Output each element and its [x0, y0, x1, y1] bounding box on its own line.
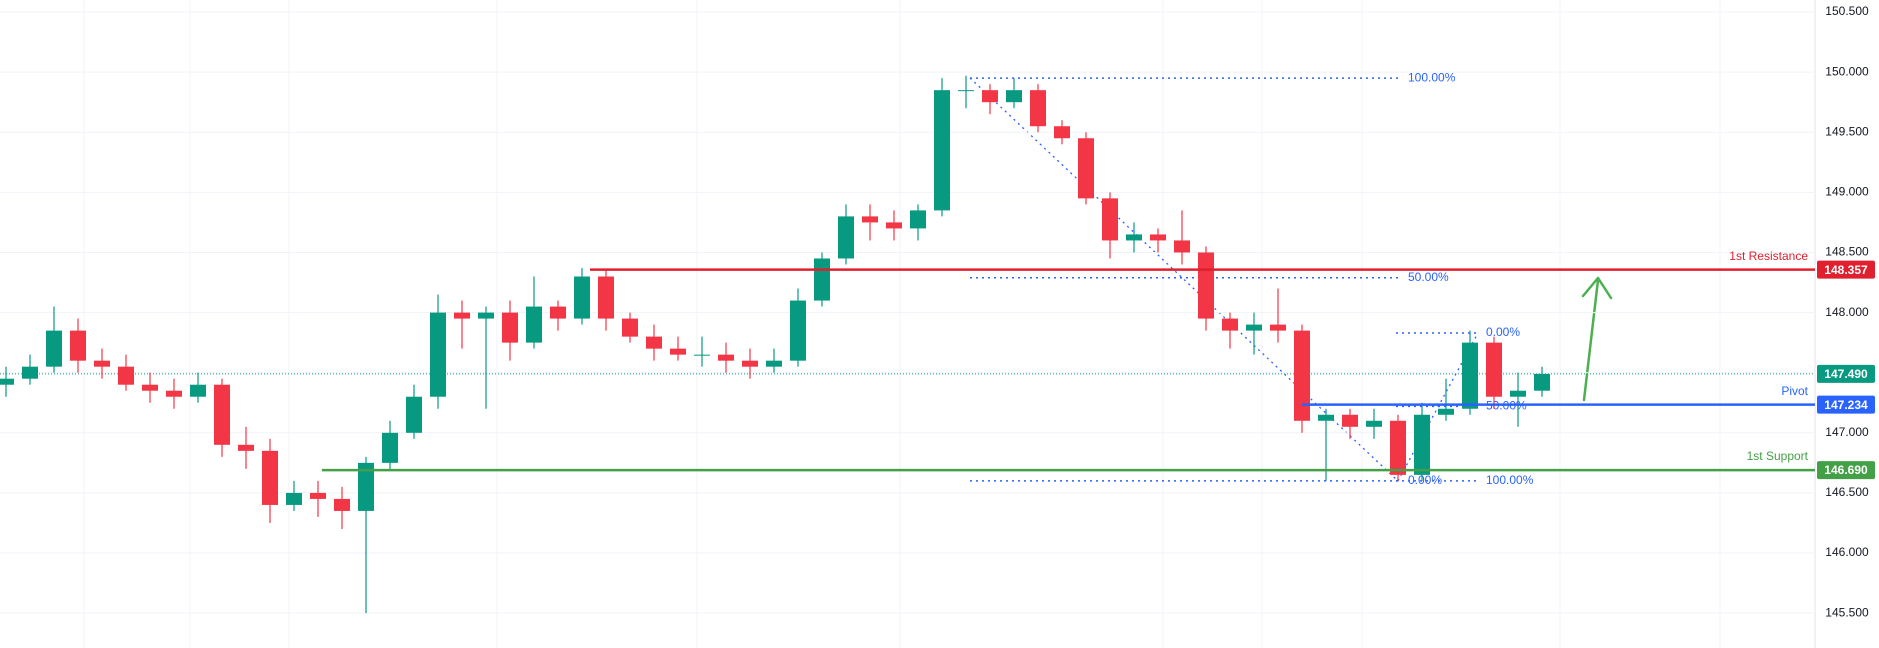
fib-label: 50.00%	[1408, 270, 1449, 284]
candle-body	[742, 360, 758, 367]
y-tick-label: 148.000	[1825, 305, 1869, 319]
candle-body	[1342, 414, 1358, 427]
v-grid	[83, 0, 1721, 648]
candle-body	[574, 276, 590, 319]
candle-body	[142, 384, 158, 391]
candle-body	[358, 462, 374, 511]
candle-body	[478, 312, 494, 319]
y-tick-label: 146.000	[1825, 545, 1869, 559]
fib-label: 0.00%	[1408, 473, 1442, 487]
price-tag-label: 146.690	[1824, 463, 1868, 477]
fib-trend-line	[969, 77, 1399, 482]
candle-body	[1318, 414, 1334, 421]
candle-body	[46, 330, 62, 367]
level-name: 1st Support	[1747, 449, 1809, 463]
candle-body	[1006, 90, 1022, 103]
candle-body	[94, 360, 110, 367]
candle-body	[958, 90, 974, 92]
y-tick-label: 148.500	[1825, 245, 1869, 259]
candle-body	[1150, 234, 1166, 241]
candle-body	[1222, 318, 1238, 331]
fib-trend	[969, 77, 1479, 482]
candle-body	[1198, 252, 1214, 319]
candle-body	[646, 336, 662, 349]
candle-body	[1366, 420, 1382, 427]
candle-body	[310, 492, 326, 499]
candle-body	[814, 258, 830, 301]
candle-body	[526, 306, 542, 343]
candle-body	[1486, 342, 1502, 397]
candle-body	[502, 312, 518, 343]
fib-label: 0.00%	[1486, 325, 1520, 339]
price-tag	[1817, 461, 1875, 480]
y-tick-label: 147.000	[1825, 425, 1869, 439]
candle-body	[1294, 330, 1310, 421]
candle-body	[1078, 138, 1094, 199]
candle-body	[238, 444, 254, 451]
level-name: 1st Resistance	[1729, 249, 1808, 263]
candle-body	[670, 348, 686, 355]
candle-body	[1462, 342, 1478, 409]
candle-body	[550, 306, 566, 319]
candle-body	[0, 378, 14, 385]
candle-body	[1414, 414, 1430, 475]
y-tick-label: 150.500	[1825, 4, 1869, 18]
candle-body	[334, 498, 350, 511]
candle-body	[1534, 373, 1550, 391]
candle-body	[790, 300, 806, 361]
y-tick-label: 145.500	[1825, 605, 1869, 619]
candle-body	[166, 390, 182, 397]
candle-body	[1054, 126, 1070, 139]
candle-body	[766, 360, 782, 367]
candle-body	[70, 330, 86, 361]
candle-body	[262, 450, 278, 505]
candle-body	[1270, 324, 1286, 331]
price-tag	[1817, 395, 1875, 414]
candle-body	[910, 210, 926, 229]
arrow	[1581, 276, 1613, 402]
price-tag	[1817, 364, 1875, 383]
candle-body	[286, 492, 302, 505]
price-tag	[1817, 260, 1875, 279]
candle-body	[838, 216, 854, 259]
candle-body	[982, 90, 998, 103]
candle-body	[454, 312, 470, 319]
candle-body	[1390, 420, 1406, 475]
price-tag-label: 148.357	[1824, 263, 1868, 277]
candle-body	[1246, 324, 1262, 331]
candle-body	[598, 276, 614, 319]
candle-body	[22, 366, 38, 379]
level-name: Pivot	[1781, 384, 1808, 398]
candle-body	[886, 222, 902, 229]
candle-body	[1102, 198, 1118, 241]
candle-body	[1438, 408, 1454, 415]
candle-body	[1030, 90, 1046, 127]
candle-body	[862, 216, 878, 223]
y-tick-label: 150.000	[1825, 64, 1869, 78]
y-tick-label: 149.000	[1825, 185, 1869, 199]
candle-body	[1510, 390, 1526, 397]
candle-body	[406, 396, 422, 433]
candle-body	[118, 366, 134, 385]
candle-body	[1126, 234, 1142, 241]
y-tick-label: 149.500	[1825, 124, 1869, 138]
candle-body	[622, 318, 638, 337]
candle-body	[430, 312, 446, 397]
price-tag-label: 147.490	[1824, 367, 1868, 381]
candle-body	[694, 354, 710, 356]
candle-body	[214, 384, 230, 445]
fib-label: 100.00%	[1408, 70, 1456, 84]
y-tick-label: 146.500	[1825, 485, 1869, 499]
price-tag-label: 147.234	[1824, 398, 1868, 412]
candle-body	[382, 432, 398, 463]
candle-body	[934, 90, 950, 211]
candle-body	[1174, 240, 1190, 253]
fib-label: 100.00%	[1486, 473, 1534, 487]
candle-body	[190, 384, 206, 397]
candle-body	[718, 354, 734, 361]
